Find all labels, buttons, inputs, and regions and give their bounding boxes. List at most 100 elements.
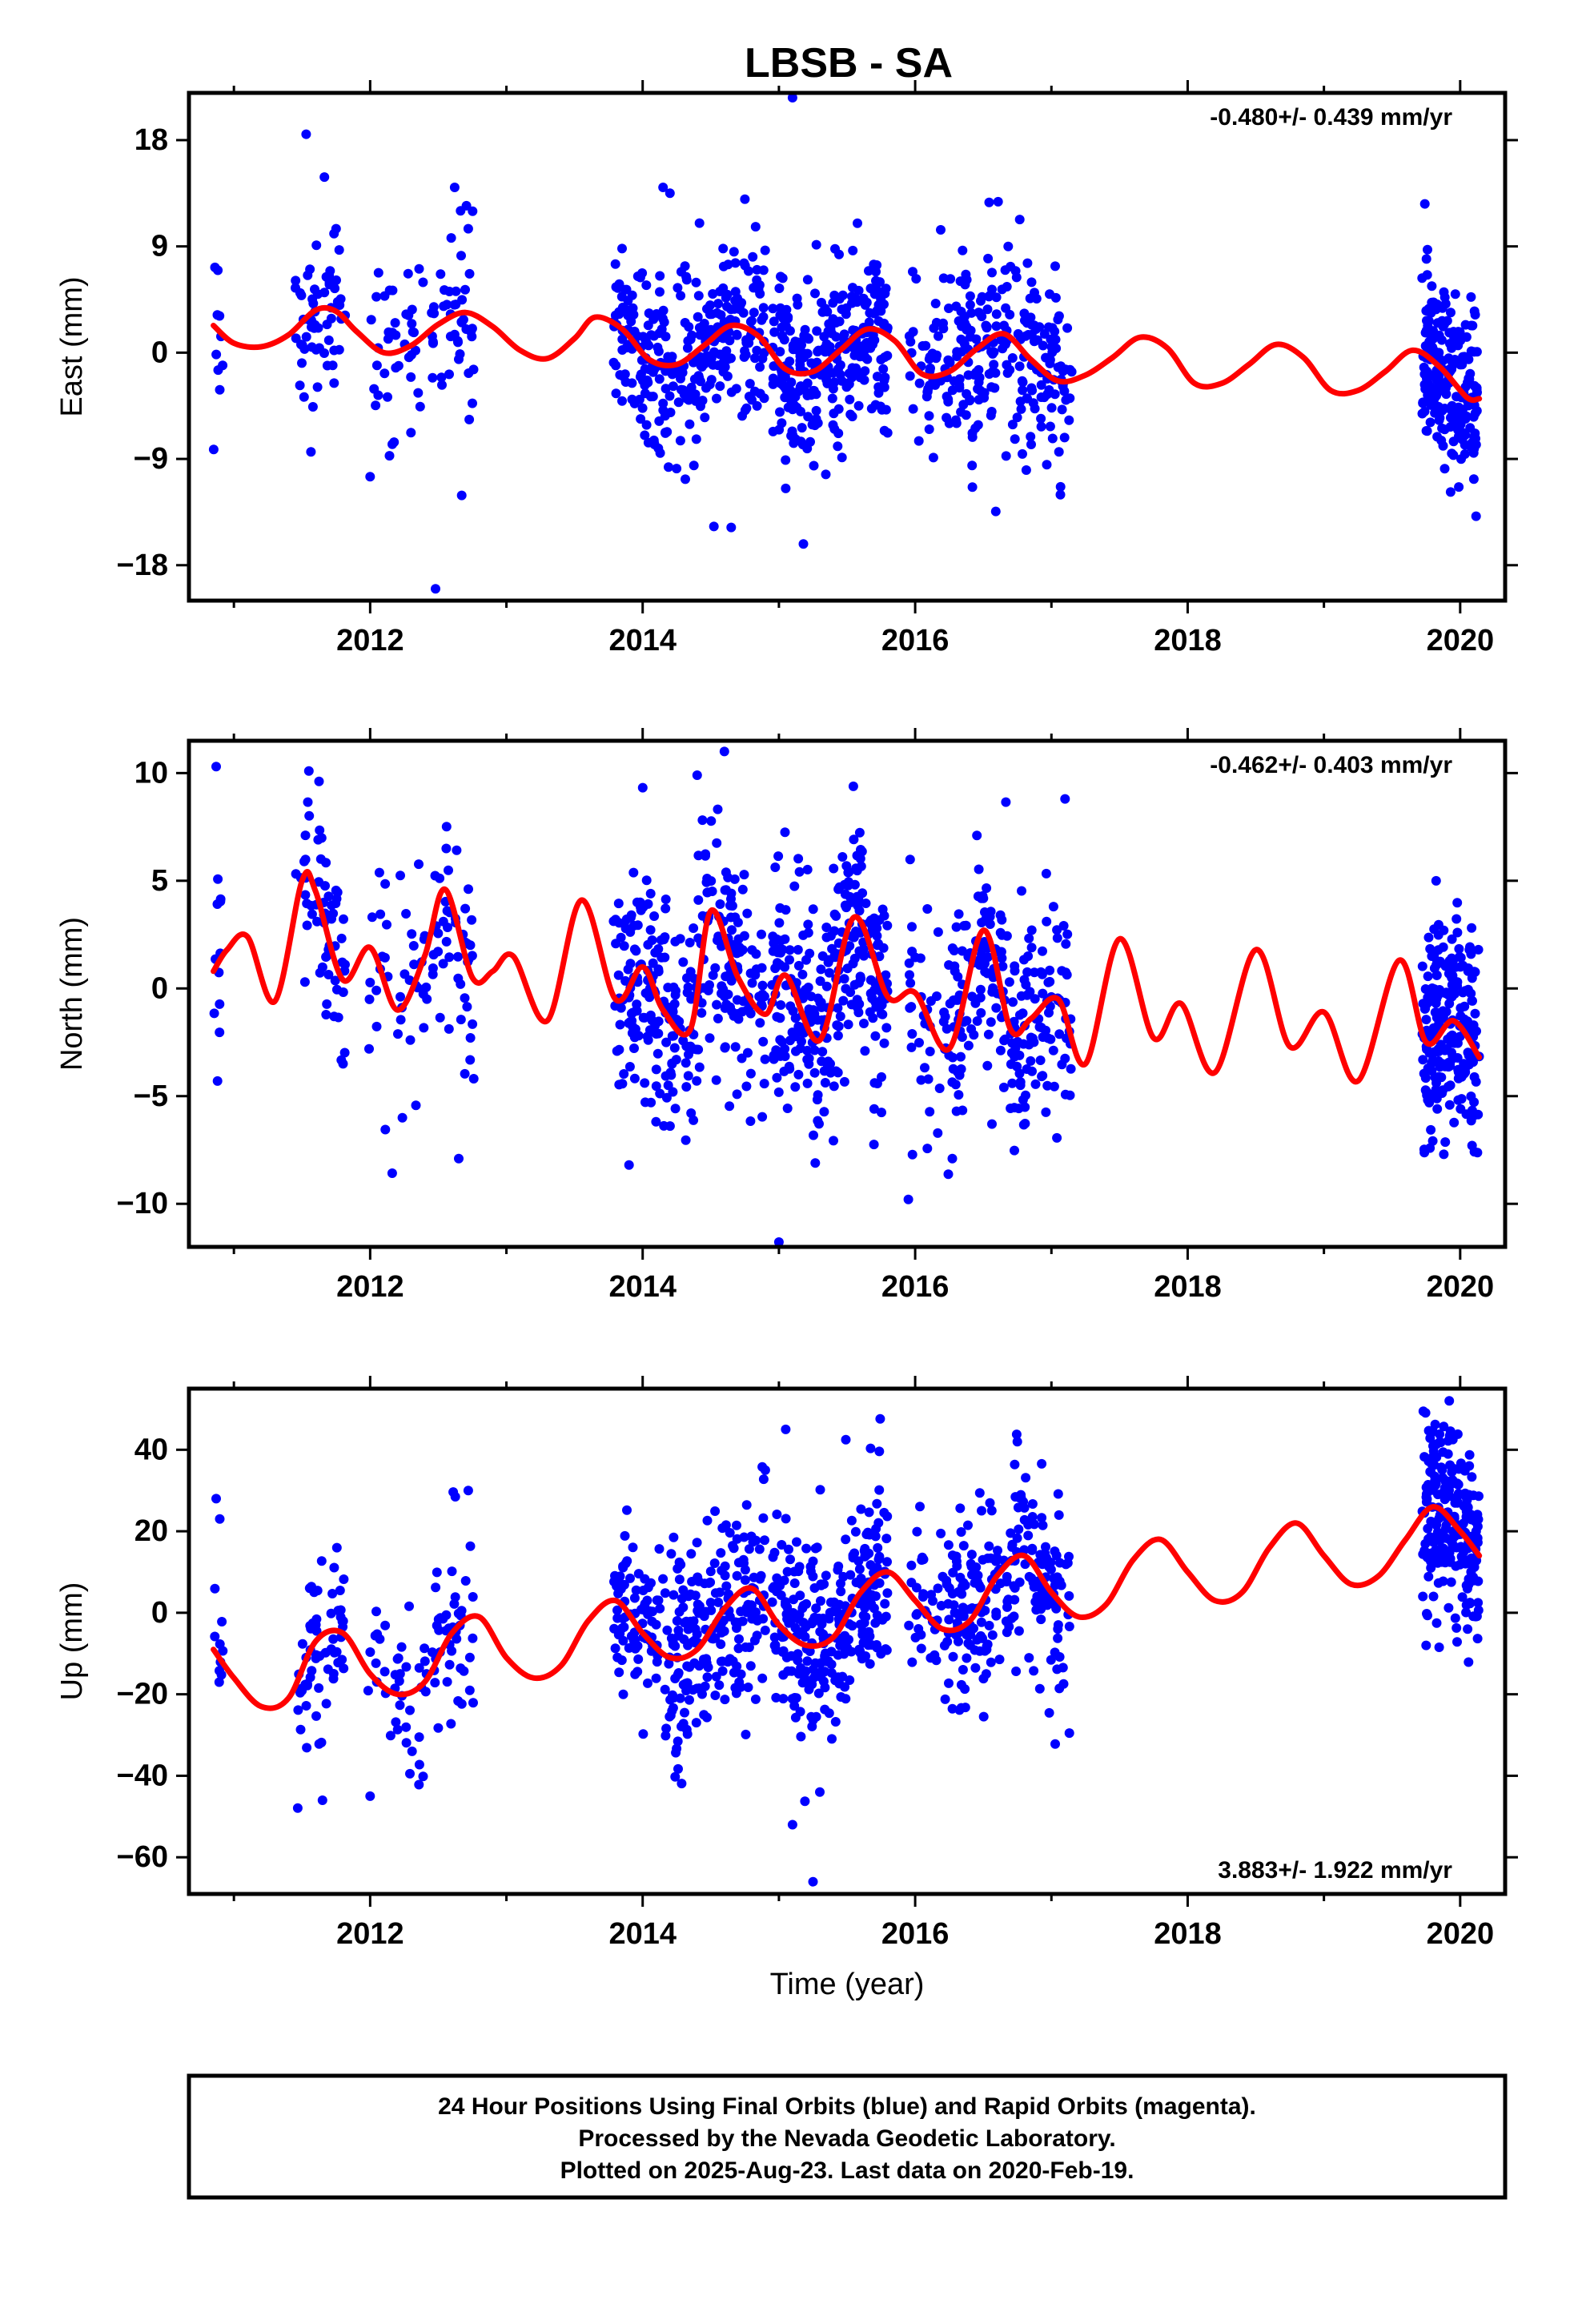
data-point [464, 1652, 475, 1663]
model-curve [211, 1504, 1483, 1711]
data-point [1035, 1055, 1046, 1065]
data-point [695, 352, 705, 362]
data-point [669, 1590, 679, 1600]
data-point-outlier [1444, 1396, 1455, 1406]
data-point [324, 279, 335, 290]
data-point [330, 975, 340, 986]
data-point [443, 923, 452, 932]
data-point [655, 287, 665, 297]
data-point [315, 967, 325, 978]
data-point [732, 1520, 741, 1530]
data-point [1467, 923, 1477, 933]
y-tick-label: −9 [134, 442, 168, 476]
data-point [848, 245, 858, 255]
data-point [912, 1609, 922, 1619]
data-point [411, 1100, 421, 1111]
data-point [795, 1707, 805, 1717]
data-point [323, 335, 334, 345]
data-point [468, 1592, 478, 1602]
data-point [729, 874, 740, 884]
data-point [1041, 1025, 1051, 1035]
data-point [1466, 1116, 1476, 1126]
data-point-outlier [787, 93, 797, 103]
data-point [834, 1599, 845, 1610]
data-point [465, 1033, 476, 1043]
data-point [991, 1607, 1002, 1618]
data-point [713, 935, 722, 946]
data-point [813, 1116, 823, 1126]
data-point [1027, 1545, 1037, 1555]
data-point [725, 969, 735, 979]
data-point [305, 1621, 315, 1631]
data-point [705, 1566, 716, 1577]
data-point [908, 267, 917, 277]
data-point [905, 854, 915, 865]
data-point [705, 1598, 716, 1608]
data-point [1050, 335, 1061, 344]
data-point [933, 927, 943, 937]
data-point [1433, 1578, 1443, 1588]
data-point [693, 895, 704, 905]
data-point [965, 291, 975, 301]
data-point [1464, 1449, 1475, 1460]
data-point [758, 1513, 769, 1523]
data-point [688, 1685, 698, 1695]
data-point [295, 287, 305, 298]
data-point [816, 1658, 826, 1668]
data-point [618, 371, 628, 381]
plot-frame [187, 90, 1508, 603]
data-point [677, 368, 688, 378]
data-point [1023, 1530, 1034, 1541]
data-point [827, 943, 837, 954]
data-point [327, 360, 338, 371]
data-point [1447, 400, 1457, 411]
data-point [393, 1029, 403, 1039]
data-point [1464, 1051, 1474, 1060]
data-point [978, 1674, 989, 1684]
data-point [1449, 1038, 1460, 1048]
data-point [725, 900, 735, 911]
data-point [829, 1136, 838, 1146]
data-point [629, 398, 640, 408]
data-point [759, 393, 769, 404]
data-point [1426, 1124, 1436, 1135]
data-point [789, 881, 800, 891]
data-point [773, 1087, 784, 1097]
data-point [865, 915, 876, 926]
data-point [391, 1717, 401, 1727]
data-point [958, 400, 969, 410]
data-point [614, 1044, 624, 1055]
data-point [1432, 1527, 1443, 1538]
data-point [656, 935, 666, 945]
data-point [664, 1659, 674, 1669]
data-point [821, 923, 832, 932]
data-point [1024, 1653, 1034, 1663]
data-point [882, 1588, 893, 1598]
data-point [1448, 327, 1459, 337]
data-point [701, 1654, 712, 1664]
data-point [1004, 977, 1014, 987]
data-point [374, 867, 384, 878]
data-point [923, 1074, 934, 1084]
data-point [815, 976, 825, 987]
data-point [640, 1078, 650, 1088]
data-point [319, 348, 329, 358]
data-point [1431, 994, 1442, 1004]
data-point [1065, 393, 1075, 404]
data-point [1447, 1434, 1458, 1445]
data-point [1018, 1120, 1029, 1130]
data-point [962, 321, 972, 332]
data-point [1443, 1081, 1453, 1092]
data-point [379, 368, 390, 379]
data-point [1026, 1055, 1036, 1066]
data-point [1469, 306, 1480, 316]
data-point [610, 1643, 620, 1654]
data-point [741, 338, 752, 348]
data-point [966, 1550, 977, 1560]
x-tick-label: 2012 [336, 624, 404, 657]
data-point [717, 1566, 727, 1576]
data-point [645, 392, 656, 402]
data-point [860, 1046, 870, 1056]
